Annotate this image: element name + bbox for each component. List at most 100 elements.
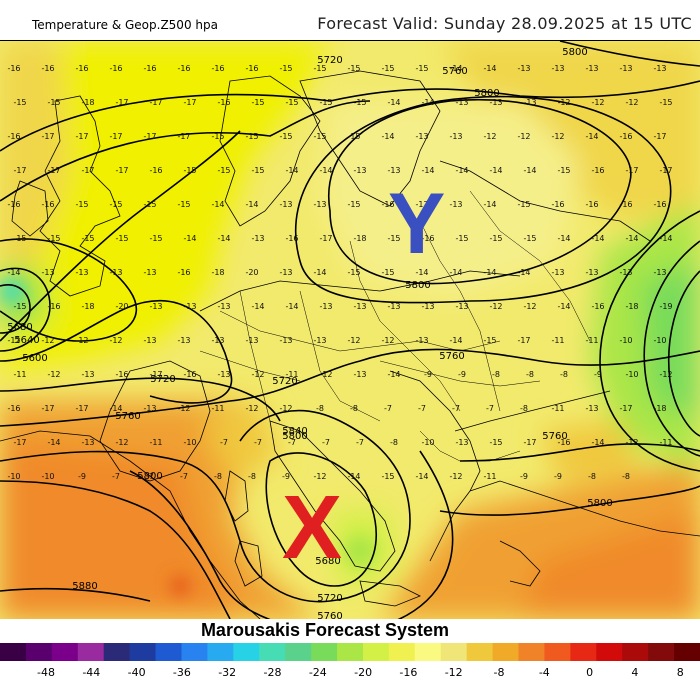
temperature-value: -12 bbox=[551, 132, 564, 141]
temperature-value: -11 bbox=[551, 336, 564, 345]
contour-label: 5720 bbox=[272, 376, 297, 387]
temperature-value: -12 bbox=[381, 336, 394, 345]
temperature-value: -10 bbox=[41, 472, 54, 481]
colorbar-swatch bbox=[674, 643, 700, 661]
temperature-value: -12 bbox=[245, 404, 258, 413]
temperature-value: -12 bbox=[489, 302, 502, 311]
colorbar-swatch bbox=[155, 643, 183, 661]
temperature-value: -17 bbox=[75, 132, 88, 141]
temperature-value: -14 bbox=[381, 132, 394, 141]
colorbar-tick-label: -44 bbox=[82, 666, 101, 679]
temperature-value: -16 bbox=[47, 302, 60, 311]
temperature-value: -14 bbox=[7, 268, 20, 277]
temperature-value: -15 bbox=[347, 200, 360, 209]
contour-line bbox=[439, 485, 700, 516]
colorbar-tick-label: -32 bbox=[218, 666, 237, 679]
colorbar-swatch bbox=[596, 643, 623, 661]
contour-label: 5680 bbox=[7, 322, 32, 333]
temperature-value: -7 bbox=[180, 472, 188, 481]
temperature-value: -7 bbox=[452, 404, 460, 413]
temperature-value: -16 bbox=[591, 302, 604, 311]
temperature-value: -9 bbox=[458, 370, 466, 379]
temperature-value: -15 bbox=[47, 234, 60, 243]
temperature-value: -16 bbox=[177, 64, 190, 73]
temperature-value: -16 bbox=[211, 64, 224, 73]
colorbar-swatch bbox=[207, 643, 234, 661]
temperature-value: -7 bbox=[384, 404, 392, 413]
colorbar-swatch bbox=[518, 643, 546, 661]
temperature-value: -13 bbox=[421, 302, 434, 311]
temperature-value: -13 bbox=[279, 336, 292, 345]
temperature-value: -18 bbox=[81, 98, 94, 107]
temperature-value: -15 bbox=[313, 132, 326, 141]
temperature-value: -13 bbox=[81, 438, 94, 447]
temperature-value: -14 bbox=[557, 234, 570, 243]
annotation-letter-x: X bbox=[282, 478, 343, 578]
temperature-value: -14 bbox=[659, 234, 672, 243]
contour-line bbox=[0, 130, 241, 342]
temperature-value: -17 bbox=[81, 166, 94, 175]
temperature-value: -12 bbox=[517, 132, 530, 141]
temperature-value: -16 bbox=[143, 64, 156, 73]
temperature-value: -16 bbox=[551, 200, 564, 209]
weather-map[interactable]: 5720 5760 5800 5800 5800 5760 5720 5720 5680 5640… bbox=[0, 40, 700, 619]
temperature-value: -16 bbox=[177, 268, 190, 277]
colorbar-swatch bbox=[570, 643, 597, 661]
temperature-value: -11 bbox=[211, 404, 224, 413]
colorbar-swatch bbox=[181, 643, 209, 661]
temperature-value: -9 bbox=[520, 472, 528, 481]
temperature-value: -14 bbox=[449, 268, 462, 277]
temperature-value: -14 bbox=[387, 98, 400, 107]
temperature-value: -11 bbox=[13, 370, 26, 379]
temperature-value: -16 bbox=[7, 404, 20, 413]
contour-line bbox=[129, 450, 454, 619]
temperature-value: -14 bbox=[449, 336, 462, 345]
colorbar-swatch bbox=[0, 643, 27, 661]
temperature-value: -13 bbox=[143, 404, 156, 413]
temperature-value: -12 bbox=[319, 370, 332, 379]
colorbar-swatch bbox=[51, 643, 79, 661]
temperature-value: -11 bbox=[149, 438, 162, 447]
colorbar-tick-label: -24 bbox=[308, 666, 327, 679]
temperature-value: -15 bbox=[313, 64, 326, 73]
temperature-value: -15 bbox=[245, 132, 258, 141]
temperature-value: -15 bbox=[143, 200, 156, 209]
annotation-letter-y: Y bbox=[388, 176, 446, 272]
temperature-value: -12 bbox=[75, 336, 88, 345]
temperature-value: -17 bbox=[41, 132, 54, 141]
temperature-value: -14 bbox=[585, 132, 598, 141]
temperature-value: -16 bbox=[585, 200, 598, 209]
temperature-value: -12 bbox=[313, 472, 326, 481]
contour-label: 5680 bbox=[315, 556, 340, 567]
temperature-value: -7 bbox=[418, 404, 426, 413]
temperature-value: -16 bbox=[285, 234, 298, 243]
temperature-value: -16 bbox=[7, 132, 20, 141]
temperature-value: -15 bbox=[489, 234, 502, 243]
temperature-value: -15 bbox=[279, 132, 292, 141]
contour-line bbox=[0, 409, 411, 603]
temperature-value: -12 bbox=[177, 404, 190, 413]
temperature-value: -15 bbox=[81, 234, 94, 243]
temperature-value: -13 bbox=[211, 336, 224, 345]
colorbar-swatch bbox=[285, 643, 312, 661]
temperature-value: -14 bbox=[285, 166, 298, 175]
temperature-value: -14 bbox=[387, 370, 400, 379]
contour-line bbox=[0, 100, 371, 202]
temperature-value: -13 bbox=[585, 268, 598, 277]
temperature-value: -13 bbox=[75, 268, 88, 277]
contour-line bbox=[0, 587, 151, 602]
temperature-value: -16 bbox=[41, 200, 54, 209]
temperature-value: -12 bbox=[625, 438, 638, 447]
temperature-value: -12 bbox=[483, 132, 496, 141]
temperature-value: -17 bbox=[149, 98, 162, 107]
temperature-value: -14 bbox=[183, 234, 196, 243]
temperature-value: -12 bbox=[659, 370, 672, 379]
temperature-value: -10 bbox=[619, 336, 632, 345]
colorbar-tick-label: -8 bbox=[493, 666, 505, 679]
temperature-value: -7 bbox=[486, 404, 494, 413]
temperature-value: -17 bbox=[659, 166, 672, 175]
temperature-value: -10 bbox=[625, 370, 638, 379]
colorbar-tick-label: -4 bbox=[538, 666, 550, 679]
temperature-value: -13 bbox=[41, 268, 54, 277]
temperature-value: -11 bbox=[483, 472, 496, 481]
